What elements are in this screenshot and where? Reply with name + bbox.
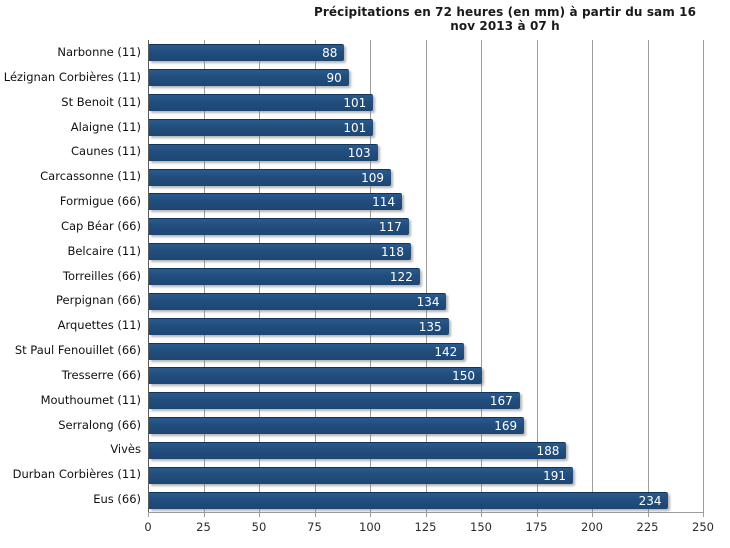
category-label: Lézignan Corbières (11) <box>3 69 141 84</box>
category-label: Arquettes (11) <box>57 318 141 333</box>
bar: 134 <box>149 292 447 310</box>
bar: 191 <box>149 466 574 484</box>
bar-value-label: 101 <box>343 120 367 135</box>
bar-value-label: 169 <box>494 419 518 434</box>
bar-value-label: 117 <box>378 220 402 235</box>
bar-value-label: 101 <box>343 96 367 111</box>
category-label: Eus (66) <box>93 492 141 507</box>
bar-value-label: 135 <box>418 319 442 334</box>
bar: 114 <box>149 193 403 211</box>
gridline <box>592 40 593 512</box>
bar: 101 <box>149 94 374 112</box>
bar-value-label: 188 <box>536 443 560 458</box>
category-label: Tresserre (66) <box>61 367 141 382</box>
x-axis-tick <box>148 513 149 517</box>
x-axis-tick <box>370 513 371 517</box>
bar-value-label: 122 <box>389 270 413 284</box>
gridline <box>536 40 538 512</box>
bar-value-label: 142 <box>434 344 458 359</box>
x-axis-tick-label: 75 <box>307 520 322 534</box>
x-axis-tick-label: 200 <box>581 520 603 534</box>
gridline <box>481 40 482 512</box>
chart-title: Précipitations en 72 heures (en mm) à pa… <box>313 5 697 33</box>
category-label: St Paul Fenouillet (66) <box>14 343 141 358</box>
bar: 103 <box>149 143 378 161</box>
category-label: Carcassonne (11) <box>40 169 141 184</box>
bar: 167 <box>149 392 520 410</box>
x-axis-tick-label: 225 <box>636 520 659 534</box>
x-axis-tick <box>425 513 427 517</box>
category-label: Perpignan (66) <box>55 293 141 308</box>
category-label: Formigue (66) <box>59 194 141 209</box>
x-axis-tick-label: 150 <box>470 520 492 534</box>
bar: 117 <box>149 218 409 236</box>
gridline <box>703 40 704 512</box>
bar-value-label: 234 <box>638 493 662 508</box>
x-axis-tick <box>259 513 260 517</box>
bar: 122 <box>149 268 420 285</box>
y-axis-line <box>148 40 149 512</box>
x-axis-line <box>148 512 704 513</box>
category-label: Durban Corbières (11) <box>12 467 141 482</box>
bar-value-label: 88 <box>322 46 338 61</box>
bar: 88 <box>149 44 345 62</box>
category-label: Narbonne (11) <box>57 45 141 59</box>
bar: 101 <box>149 118 374 136</box>
x-axis-tick-label: 25 <box>196 520 211 534</box>
bar-value-label: 109 <box>361 170 384 185</box>
gridline <box>425 40 427 512</box>
bar: 135 <box>149 317 449 335</box>
x-axis-tick <box>647 513 649 517</box>
category-label: Caunes (11) <box>71 144 141 159</box>
category-label: Belcaire (11) <box>67 243 141 258</box>
category-label: Vivès <box>110 442 141 457</box>
bar-value-label: 114 <box>372 195 396 210</box>
bar-value-label: 134 <box>416 294 440 309</box>
x-axis-tick <box>592 513 593 517</box>
bar: 142 <box>149 342 465 360</box>
category-label: Serralong (66) <box>58 417 141 432</box>
category-label: Cap Béar (66) <box>60 218 141 233</box>
bar-value-label: 191 <box>543 468 567 483</box>
bar: 169 <box>149 417 525 435</box>
x-axis-tick <box>203 513 205 517</box>
x-axis-tick-label: 100 <box>359 520 381 534</box>
bar: 150 <box>149 367 482 385</box>
bar-value-label: 150 <box>452 369 475 384</box>
bar: 118 <box>149 243 411 261</box>
x-axis-tick <box>536 513 538 517</box>
bar: 234 <box>149 491 669 509</box>
x-axis-tick <box>314 513 316 517</box>
bar-value-label: 103 <box>347 145 371 160</box>
bar-value-label: 118 <box>381 245 404 260</box>
x-axis-tick-label: 50 <box>251 520 267 534</box>
bar-value-label: 167 <box>489 394 513 409</box>
bar: 188 <box>149 441 567 459</box>
x-axis-tick <box>703 513 704 517</box>
category-label: Alaigne (11) <box>70 119 141 134</box>
category-label: Mouthoumet (11) <box>40 392 141 407</box>
bar: 109 <box>149 168 391 186</box>
category-label: Torreilles (66) <box>62 268 141 283</box>
x-axis-tick-label: 250 <box>692 520 714 534</box>
x-axis-tick <box>481 513 482 517</box>
x-axis-tick-label: 125 <box>414 520 437 534</box>
bar-value-label: 90 <box>326 71 342 86</box>
gridline <box>647 40 649 512</box>
category-label: St Benoit (11) <box>61 94 141 109</box>
x-axis-tick-label: 0 <box>144 520 152 534</box>
bar: 90 <box>149 69 349 87</box>
x-axis-tick-label: 175 <box>525 520 548 534</box>
